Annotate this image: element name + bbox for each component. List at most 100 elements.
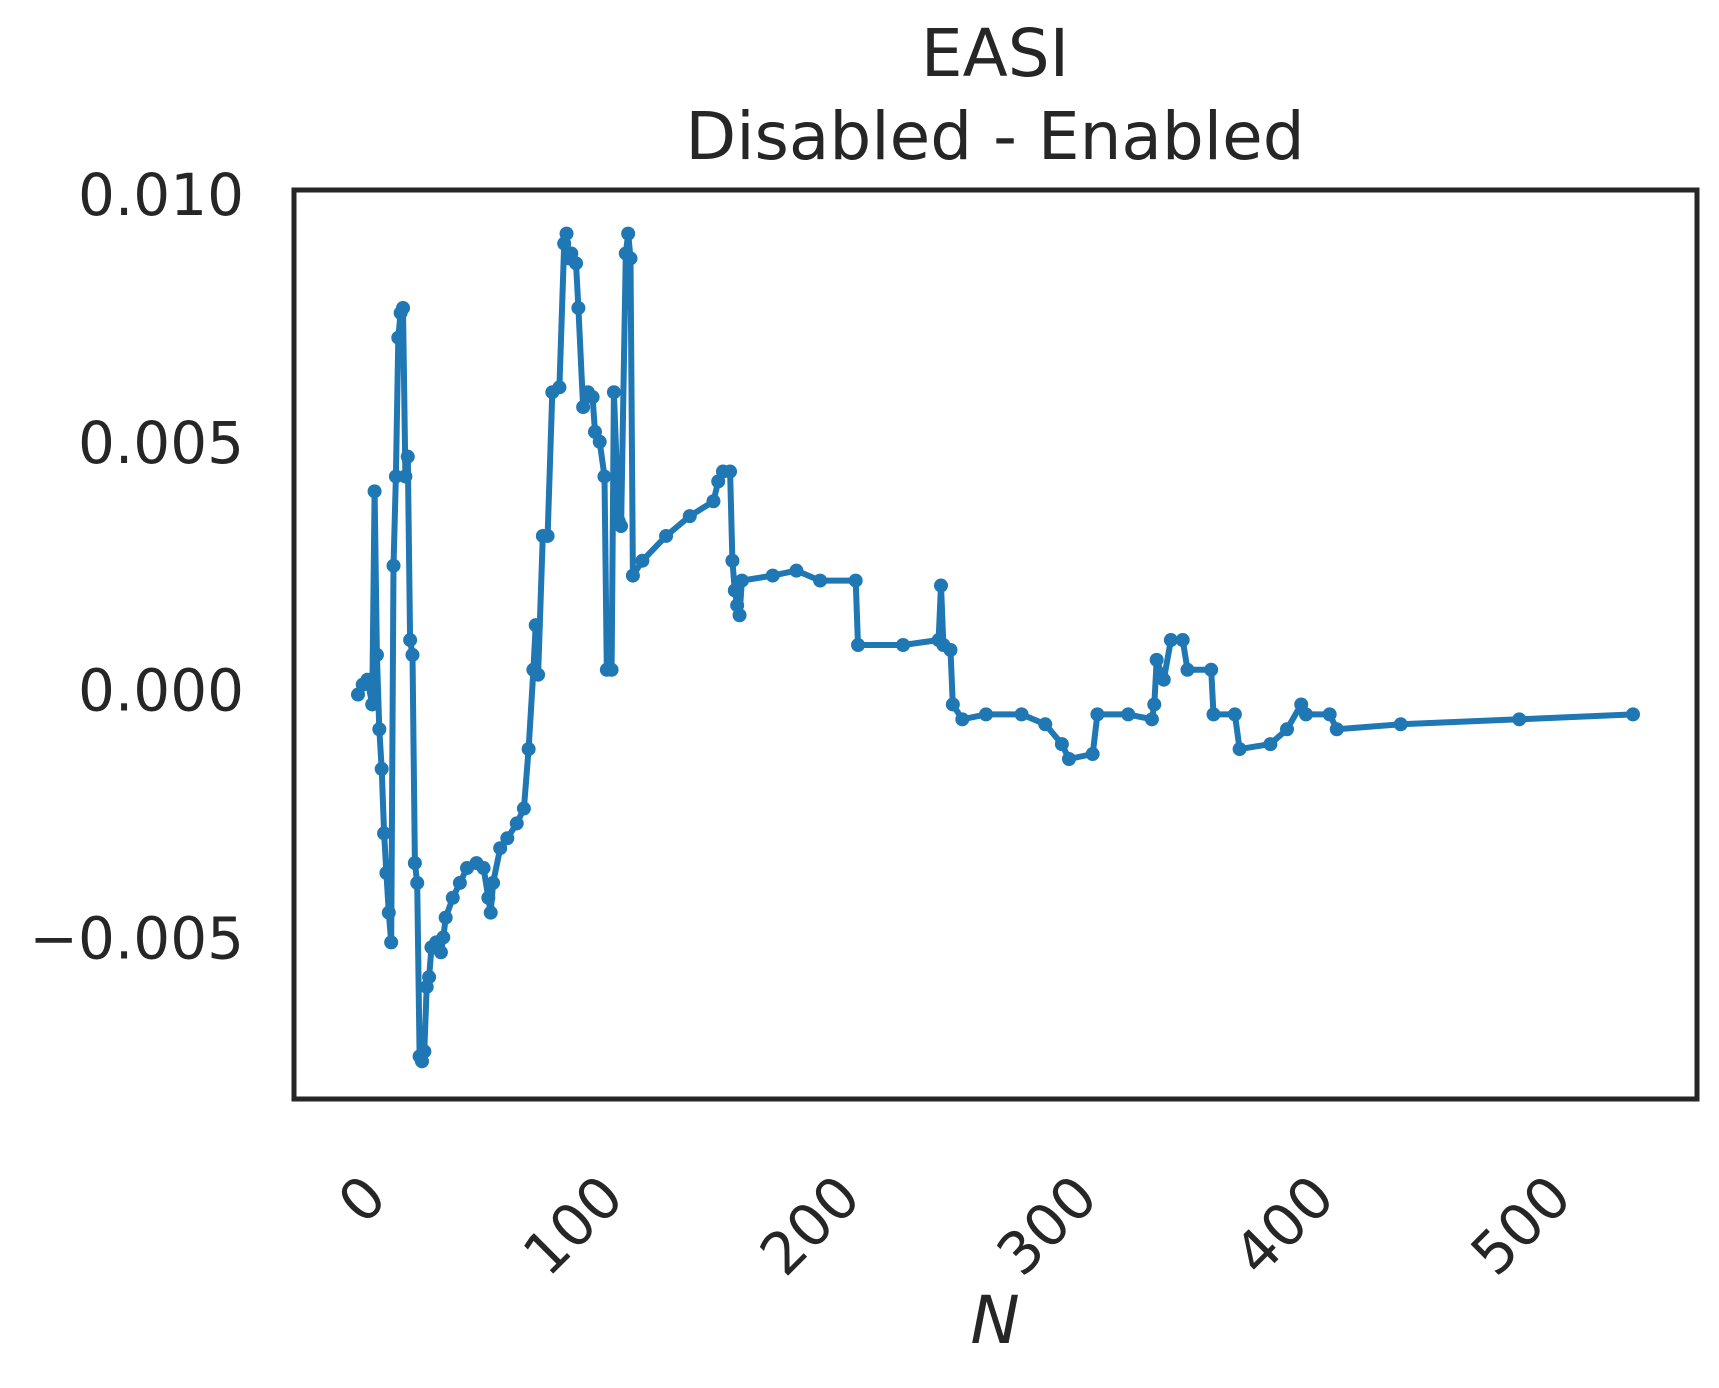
data-point (1232, 742, 1247, 757)
data-point (851, 637, 866, 652)
data-point (1322, 707, 1337, 722)
data-point (569, 256, 584, 271)
data-point (433, 945, 448, 960)
data-point (369, 647, 384, 662)
data-point (1144, 712, 1159, 727)
data-point (955, 712, 970, 727)
data-point (606, 385, 621, 400)
data-point (576, 400, 591, 415)
data-point (604, 662, 619, 677)
data-point (381, 905, 396, 920)
data-point (436, 930, 451, 945)
data-point (765, 568, 780, 583)
plot-frame (291, 187, 1700, 1102)
data-point (531, 667, 546, 682)
data-point (374, 761, 389, 776)
x-tick-label: 500 (1458, 1162, 1584, 1288)
data-point (540, 528, 555, 543)
data-point (585, 390, 600, 405)
data-point (1329, 722, 1344, 737)
x-tick-label: 300 (984, 1162, 1110, 1288)
data-point (486, 875, 501, 890)
data-point (732, 608, 747, 623)
x-tick-label: 100 (510, 1162, 636, 1288)
data-point (725, 553, 740, 568)
data-point (682, 509, 697, 524)
data-point (635, 553, 650, 568)
y-tick-label: 0.010 (78, 161, 244, 229)
data-point (1626, 707, 1641, 722)
data-point (1147, 697, 1162, 712)
data-point (405, 647, 420, 662)
data-point (476, 861, 491, 876)
data-point (379, 865, 394, 880)
data-point (481, 890, 496, 905)
data-point (1014, 707, 1029, 722)
data-point (789, 563, 804, 578)
data-point (1038, 717, 1053, 732)
y-tick-label: 0.005 (78, 409, 244, 477)
data-point (1227, 707, 1242, 722)
data-point (398, 469, 413, 484)
data-point (571, 300, 586, 315)
data-point (1085, 747, 1100, 762)
data-point (367, 484, 382, 499)
data-point (1512, 712, 1527, 727)
data-point (945, 697, 960, 712)
data-point (896, 637, 911, 652)
data-point (706, 494, 721, 509)
data-point (386, 558, 401, 573)
data-point (933, 578, 948, 593)
chart-title: EASI (921, 15, 1069, 92)
data-point (521, 742, 536, 757)
data-point (410, 875, 425, 890)
data-point (943, 642, 958, 657)
data-point (422, 970, 437, 985)
data-point (727, 583, 742, 598)
data-point (438, 910, 453, 925)
data-point (391, 330, 406, 345)
data-point (1175, 633, 1190, 648)
data-point (625, 568, 640, 583)
data-point (623, 251, 638, 266)
data-point (1090, 707, 1105, 722)
data-point (1206, 707, 1221, 722)
data-point (1263, 737, 1278, 752)
y-tick-label: −0.005 (29, 904, 244, 972)
data-point (483, 905, 498, 920)
data-point (360, 672, 375, 687)
data-line (355, 230, 1634, 1065)
data-point (377, 826, 392, 841)
y-tick-label: 0.000 (78, 657, 244, 725)
data-point (500, 831, 515, 846)
data-point (417, 1044, 432, 1059)
data-point (528, 618, 543, 633)
data-point (614, 519, 629, 534)
data-point (597, 469, 612, 484)
data-point (396, 300, 411, 315)
x-tick-label: 400 (1221, 1162, 1347, 1288)
data-point (1280, 722, 1295, 737)
data-point (1204, 662, 1219, 677)
data-point (1163, 633, 1178, 648)
data-point (1298, 707, 1313, 722)
data-point (1156, 672, 1171, 687)
data-point (1393, 717, 1408, 732)
data-point (1121, 707, 1136, 722)
chart-subtitle: Disabled - Enabled (685, 98, 1304, 175)
data-point (372, 722, 387, 737)
data-point (621, 226, 636, 241)
data-point (1180, 662, 1195, 677)
data-point (734, 573, 749, 588)
data-point (552, 380, 567, 395)
data-point (1149, 652, 1164, 667)
x-tick-label: 0 (325, 1162, 399, 1236)
data-point (384, 935, 399, 950)
data-point (365, 697, 380, 712)
data-point (400, 449, 415, 464)
data-point (1061, 751, 1076, 766)
data-point (1054, 737, 1069, 752)
data-point (509, 816, 524, 831)
